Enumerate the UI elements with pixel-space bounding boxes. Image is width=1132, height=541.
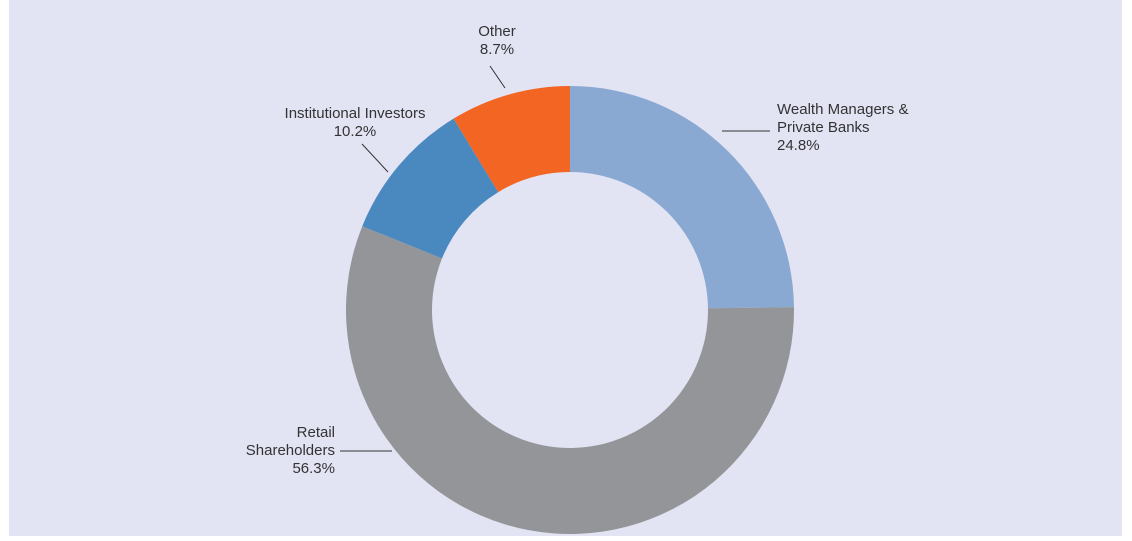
- category-label: Institutional Investors: [284, 105, 426, 122]
- category-label: Retail Shareholders: [245, 424, 335, 459]
- slice: [570, 86, 794, 309]
- slice: [345, 226, 794, 534]
- category-label: Other: [478, 23, 516, 40]
- leader-line: [361, 143, 389, 173]
- value-label: 24.8%: [777, 137, 820, 154]
- value-label: 56.3%: [292, 460, 335, 477]
- slice-label: Other 8.7%: [447, 23, 547, 59]
- slice-label: Wealth Managers & Private Banks 24.8%: [777, 101, 947, 155]
- slice: [453, 86, 570, 193]
- slice-label: Institutional Investors 10.2%: [245, 105, 465, 141]
- value-label: 10.2%: [333, 123, 377, 140]
- value-label: 8.7%: [479, 41, 515, 58]
- category-label: Wealth Managers & Private Banks: [777, 101, 909, 136]
- slice: [362, 118, 499, 259]
- slice-label: Retail Shareholders 56.3%: [225, 424, 335, 478]
- leader-line: [489, 65, 506, 89]
